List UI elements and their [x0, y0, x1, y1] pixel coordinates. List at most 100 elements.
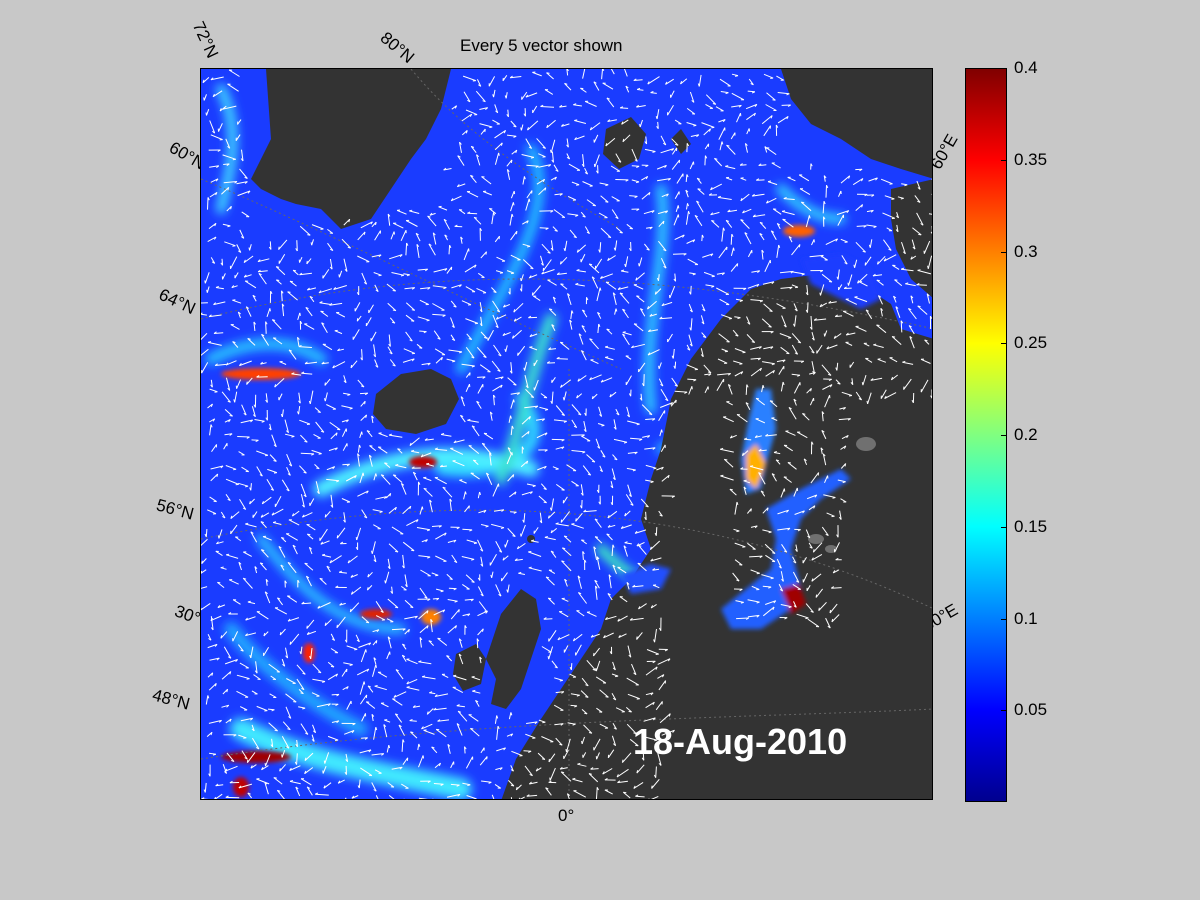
velocity-vector [851, 378, 854, 385]
velocity-vector [315, 481, 320, 494]
velocity-vector [380, 702, 389, 708]
velocity-vector [386, 283, 397, 292]
velocity-vector [256, 450, 269, 456]
velocity-vector [238, 562, 242, 571]
velocity-vector [599, 182, 609, 186]
velocity-vector-head [459, 141, 462, 145]
velocity-vector [526, 794, 538, 797]
velocity-vector-head [220, 262, 224, 266]
velocity-vector-head [258, 272, 262, 276]
velocity-vector [540, 393, 548, 399]
velocity-vector [771, 162, 781, 169]
velocity-vector-head [444, 234, 448, 237]
velocity-vector-head [739, 588, 743, 592]
velocity-vector [734, 559, 743, 566]
velocity-vector-head [688, 211, 690, 215]
velocity-vector [901, 268, 914, 272]
velocity-vector-head [778, 244, 781, 248]
velocity-vector-head [561, 691, 565, 694]
velocity-vector [278, 254, 286, 264]
velocity-vector-head [742, 210, 745, 214]
velocity-vector-head [633, 78, 637, 81]
velocity-vector [324, 510, 331, 518]
velocity-vector-head [710, 212, 714, 216]
velocity-vector [272, 337, 283, 345]
velocity-vector [289, 780, 301, 785]
velocity-vector-head [467, 613, 471, 617]
velocity-vector [492, 314, 499, 328]
velocity-vector [761, 574, 774, 579]
velocity-vector [740, 164, 747, 166]
velocity-vector [806, 494, 817, 500]
velocity-vector [502, 331, 511, 337]
velocity-vector-head [239, 362, 242, 366]
velocity-vector [776, 359, 786, 363]
velocity-vector [271, 738, 274, 748]
velocity-vector [564, 83, 572, 91]
velocity-vector [477, 586, 484, 597]
velocity-vector [765, 600, 776, 605]
velocity-vector-head [504, 348, 507, 352]
velocity-vector [575, 644, 582, 656]
velocity-vector-head [352, 723, 356, 726]
velocity-vector-head [287, 618, 291, 622]
velocity-vector-head [682, 234, 685, 238]
velocity-vector [794, 510, 805, 515]
velocity-vector-head [528, 750, 532, 753]
velocity-vector [330, 633, 336, 641]
velocity-vector [521, 491, 533, 496]
velocity-vector [268, 663, 280, 673]
velocity-vector [339, 571, 347, 574]
velocity-vector [611, 209, 619, 219]
velocity-vector [265, 754, 271, 767]
velocity-vector [750, 525, 758, 528]
velocity-vector [626, 582, 630, 590]
velocity-vector [563, 391, 567, 401]
velocity-vector-head [670, 402, 673, 406]
velocity-vector-head [595, 668, 597, 672]
velocity-vector [778, 583, 784, 592]
velocity-vector-head [626, 582, 630, 585]
velocity-vector-head [613, 727, 617, 730]
velocity-vector-head [410, 731, 414, 734]
velocity-vector-head [861, 382, 864, 386]
velocity-vector-head [580, 492, 584, 496]
velocity-vector-head [286, 488, 290, 492]
velocity-vector-head [336, 720, 340, 724]
velocity-vector [808, 505, 816, 511]
velocity-vector [761, 385, 764, 393]
velocity-vector [459, 479, 467, 484]
velocity-vector [604, 789, 613, 795]
velocity-vector-head [647, 435, 651, 438]
velocity-vector-head [652, 701, 655, 706]
velocity-vector [627, 484, 632, 497]
velocity-vector-head [574, 119, 578, 121]
velocity-vector-head [205, 112, 207, 116]
velocity-vector-head [835, 367, 838, 371]
velocity-vector [411, 450, 420, 454]
velocity-vector [619, 596, 628, 603]
velocity-vector [911, 239, 916, 250]
velocity-vector-head [758, 472, 762, 475]
velocity-vector [465, 372, 471, 378]
velocity-vector-head [252, 414, 256, 418]
velocity-vector-head [411, 449, 415, 452]
velocity-vector-head [490, 574, 493, 578]
velocity-vector-head [784, 617, 788, 620]
velocity-vector [657, 674, 665, 679]
velocity-vector [548, 348, 557, 350]
velocity-vector [209, 657, 220, 661]
velocity-vector-head [370, 221, 373, 225]
velocity-vector [289, 633, 300, 645]
velocity-vector-head [607, 593, 611, 596]
velocity-vector [611, 673, 619, 677]
velocity-vector [912, 227, 922, 236]
velocity-vector-head [545, 227, 549, 230]
velocity-vector [387, 782, 395, 788]
velocity-vector-head [725, 92, 729, 95]
velocity-vector [726, 144, 736, 155]
velocity-vector [224, 241, 236, 247]
velocity-vector [491, 571, 494, 578]
velocity-vector-head [216, 473, 219, 478]
velocity-vector [822, 201, 825, 214]
